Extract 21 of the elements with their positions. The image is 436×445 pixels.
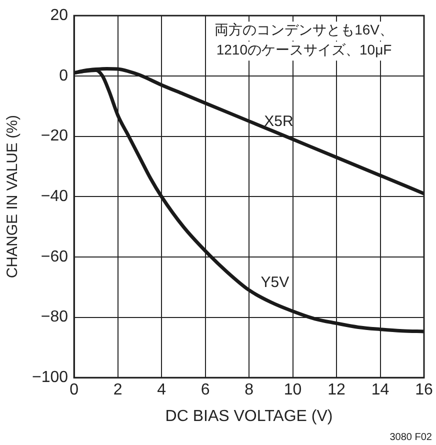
y-tick-label: −60	[40, 248, 68, 266]
y-tick-label: −20	[40, 128, 68, 145]
x-tick-label: 14	[371, 382, 390, 399]
x-tick-label: 8	[244, 382, 254, 399]
x-axis-title: DC BIAS VOLTAGE (V)	[165, 408, 333, 425]
text: 3080 F02	[390, 432, 432, 443]
annotation: 両方のコンデンサとも16V、 1210のケースサイズ、10μF	[214, 21, 394, 58]
x-tick-label: 4	[157, 382, 166, 399]
x-tick-label: 16	[415, 382, 433, 399]
x-tick-label: 6	[200, 382, 210, 399]
y-tick-label: 20	[50, 7, 68, 24]
y-tick-label: −40	[40, 188, 68, 206]
y-tick-label: 0	[59, 67, 68, 84]
x-tick-label: 10	[284, 382, 302, 399]
series-label: X5R	[264, 112, 294, 130]
y-tick-label: −80	[40, 308, 68, 326]
series-label: Y5V	[260, 274, 290, 291]
x-tick-label: 12	[328, 382, 346, 399]
y-tick-label: −100	[32, 369, 68, 386]
y-axis-title: CHANGE IN VALUE (%)	[4, 115, 22, 278]
x-tick-label: 2	[113, 382, 122, 399]
